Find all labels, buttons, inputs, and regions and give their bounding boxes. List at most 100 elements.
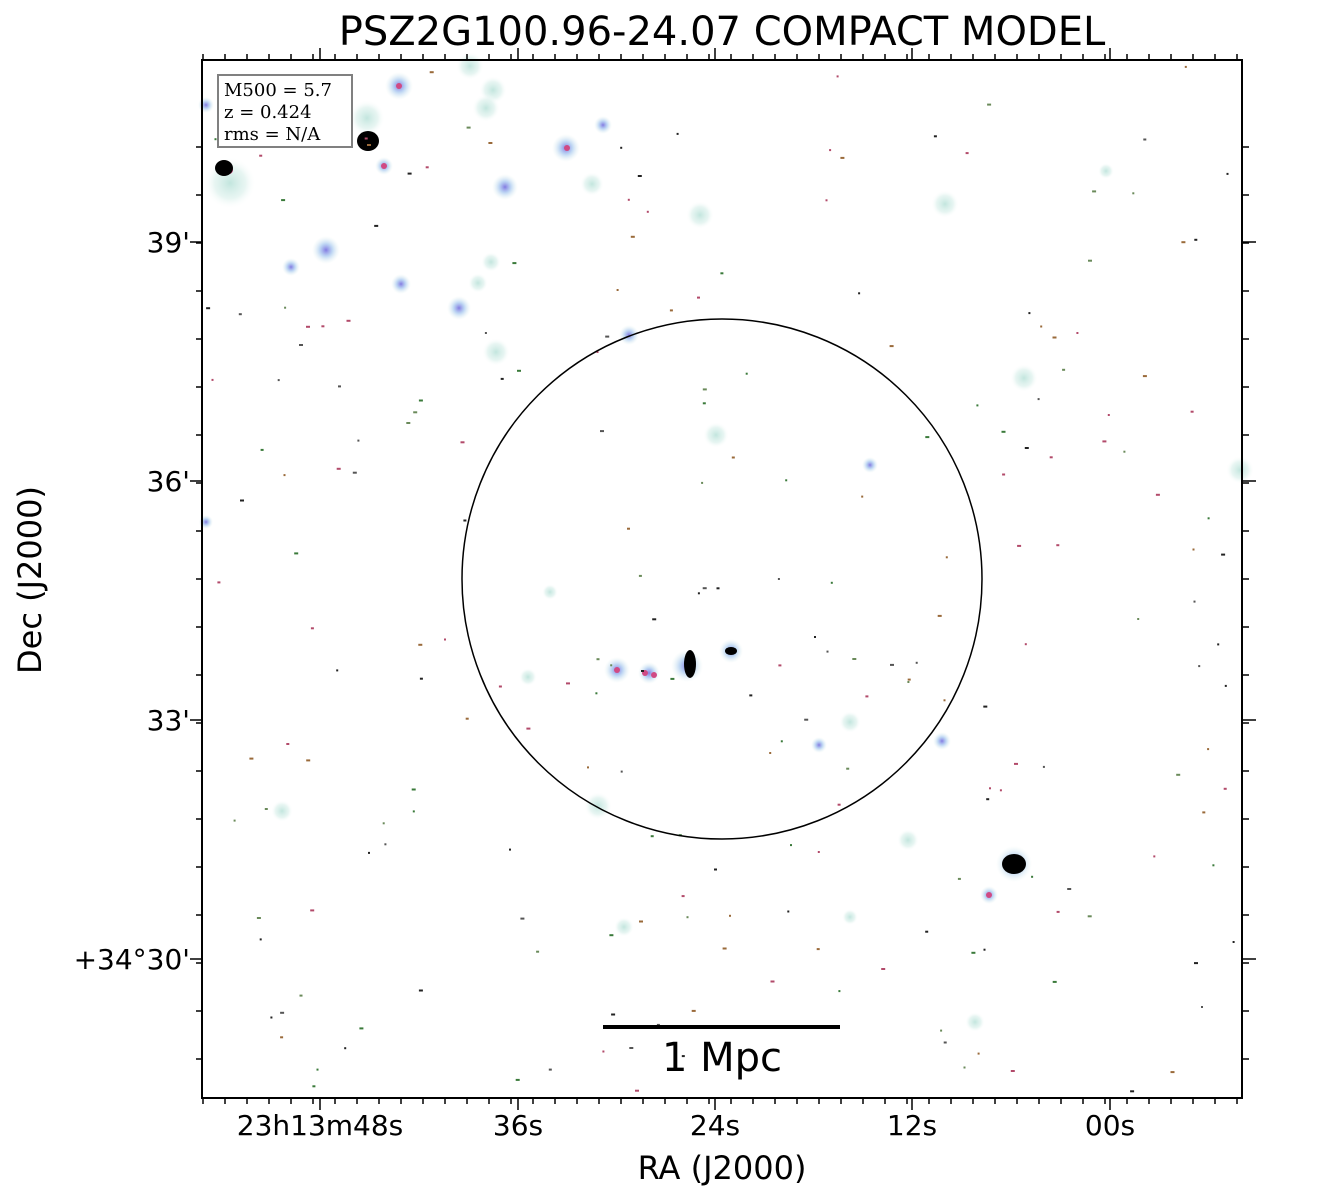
noise-pixel	[676, 132, 679, 135]
noise-pixel	[425, 166, 429, 169]
source-core	[986, 892, 992, 898]
faint-source	[519, 668, 537, 686]
noise-pixel	[280, 1036, 284, 1039]
source-glow	[933, 732, 951, 750]
noise-pixel	[595, 692, 598, 695]
noise-pixel	[1224, 684, 1227, 687]
noise-pixel	[830, 581, 833, 584]
noise-pixel	[989, 787, 991, 790]
noise-pixel	[656, 1023, 660, 1026]
noise-pixel	[722, 947, 727, 950]
noise-pixel	[1024, 643, 1027, 646]
noise-pixel	[596, 658, 600, 661]
source-core	[396, 83, 402, 89]
noise-pixel	[1143, 138, 1147, 141]
noise-pixel	[466, 126, 471, 129]
noise-pixel	[829, 149, 832, 152]
scale-bar-label: 1 Mpc	[661, 1035, 783, 1081]
noise-pixel	[790, 844, 792, 847]
noise-pixel	[260, 448, 264, 451]
noise-pixel	[359, 1027, 364, 1030]
noise-pixel	[277, 379, 280, 382]
noise-pixel	[259, 154, 263, 157]
noise-pixel	[1170, 1071, 1175, 1074]
source-glow	[312, 236, 340, 264]
source-glow	[447, 296, 471, 320]
x-axis-label: RA (J2000)	[637, 1149, 807, 1187]
noise-pixel	[515, 1078, 520, 1081]
faint-source	[965, 1012, 985, 1032]
noise-pixel	[858, 292, 861, 295]
noise-pixel	[681, 895, 685, 898]
noise-pixel	[881, 968, 886, 970]
noise-pixel	[609, 934, 614, 937]
noise-pixel	[1067, 888, 1072, 890]
noise-pixel	[1198, 665, 1201, 668]
plot-frame	[201, 59, 1243, 1099]
noise-pixel	[217, 581, 221, 584]
noise-pixel	[500, 377, 504, 380]
noise-pixel	[240, 499, 244, 502]
faint-source	[271, 800, 293, 822]
noise-pixel	[1049, 456, 1053, 459]
noise-pixel	[382, 822, 385, 825]
noise-pixel	[596, 351, 599, 353]
noise-pixel	[697, 592, 700, 595]
faint-source	[472, 94, 500, 122]
noise-pixel	[316, 1068, 319, 1071]
faint-source	[842, 909, 858, 925]
noise-pixel	[838, 990, 841, 993]
noise-pixel	[697, 296, 700, 299]
y-tick-label: 39'	[146, 226, 190, 259]
source-glow	[391, 274, 411, 294]
noise-pixel	[915, 661, 918, 664]
noise-pixel	[465, 717, 469, 720]
noise-pixel	[889, 345, 894, 348]
noise-pixel	[1181, 241, 1186, 244]
noise-pixel	[600, 430, 604, 433]
noise-pixel	[1226, 172, 1229, 175]
noise-pixel	[605, 335, 610, 338]
faint-source	[349, 100, 385, 136]
source-core	[614, 667, 620, 673]
noise-pixel	[1042, 765, 1045, 768]
noise-pixel	[731, 456, 735, 459]
noise-pixel	[804, 718, 809, 721]
noise-pixel	[419, 677, 423, 680]
noise-pixel	[714, 868, 717, 871]
source-glow	[594, 116, 612, 134]
noise-pixel	[686, 916, 689, 919]
bright-source-core	[1002, 854, 1026, 874]
noise-pixel	[933, 135, 937, 138]
noise-pixel	[977, 1052, 980, 1055]
noise-pixel	[1132, 192, 1135, 195]
noise-pixel	[702, 402, 706, 405]
noise-pixel	[937, 614, 942, 617]
noise-pixel	[367, 144, 371, 146]
noise-pixel	[769, 752, 772, 754]
noise-pixels	[206, 65, 1235, 1093]
noise-pixel	[1232, 941, 1235, 943]
noise-pixel	[364, 137, 368, 140]
noise-pixel	[1193, 600, 1196, 603]
noise-pixel	[429, 71, 434, 74]
bright-source-core	[357, 131, 379, 151]
noise-pixel	[691, 1009, 696, 1012]
noise-pixel	[418, 989, 423, 992]
noise-pixel	[1201, 1006, 1203, 1008]
noise-pixel	[1153, 855, 1156, 858]
noise-pixel	[1107, 414, 1110, 416]
noise-pixel	[627, 527, 630, 530]
noise-pixel	[312, 1085, 316, 1088]
noise-pixel	[646, 210, 649, 213]
noise-pixel	[1192, 548, 1195, 551]
noise-pixel	[1176, 773, 1181, 776]
noise-pixel	[1155, 493, 1160, 496]
noise-pixel	[971, 951, 976, 954]
noise-pixel	[745, 372, 748, 375]
x-tick-label: 23h13m48s	[236, 1109, 404, 1142]
faint-source	[1226, 456, 1254, 484]
noise-pixel	[1062, 368, 1066, 371]
noise-pixel	[1207, 748, 1210, 751]
faint-source	[542, 584, 558, 600]
